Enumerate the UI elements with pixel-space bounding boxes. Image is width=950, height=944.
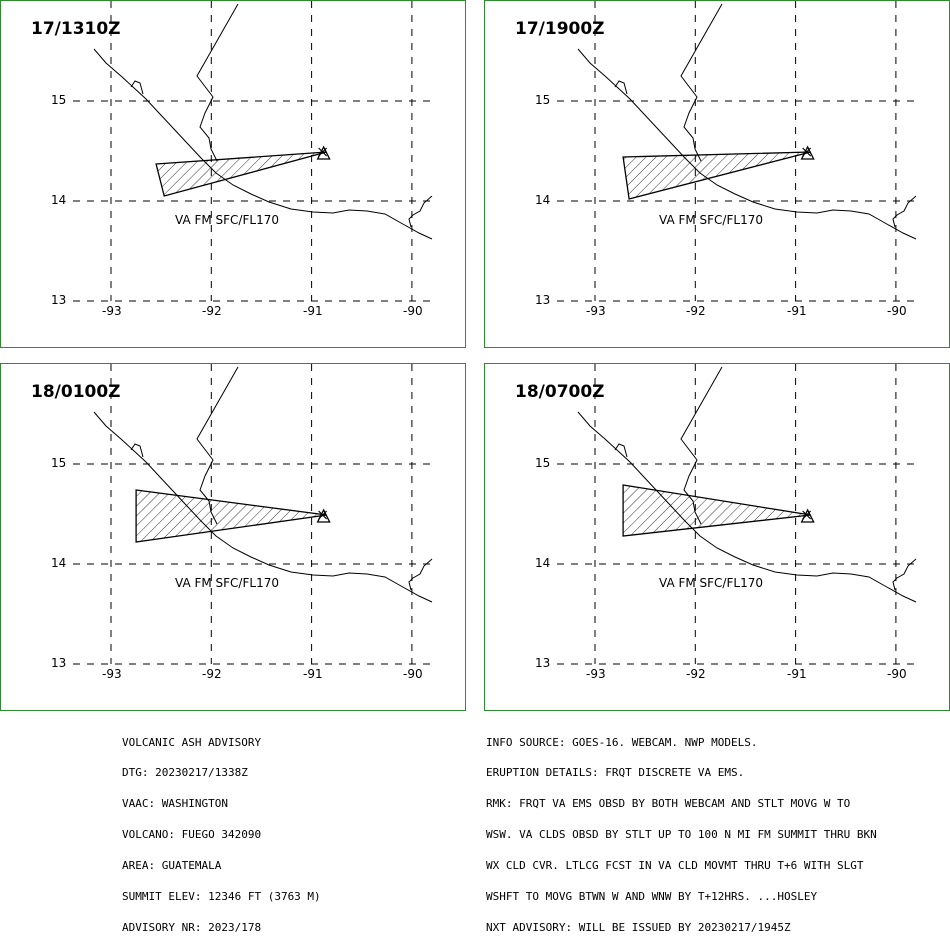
advisory-line: VOLCANIC ASH ADVISORY — [122, 735, 262, 749]
lon-label-91: -91 — [787, 304, 807, 318]
border-east — [892, 558, 917, 591]
ash-polygon — [135, 489, 327, 543]
advisory-text-right: INFO SOURCE: GOES-16. WEBCAM. NWP MODELS… — [486, 717, 877, 944]
lon-label-93: -93 — [586, 667, 606, 681]
ash-label: VA FM SFC/FL170 — [659, 213, 763, 227]
border-north — [196, 3, 239, 162]
advisory-line: INFO SOURCE: GOES-16. WEBCAM. NWP MODELS… — [486, 735, 758, 749]
volcano-mark — [802, 510, 812, 520]
ash-label: VA FM SFC/FL170 — [659, 576, 763, 590]
lat-label-13: 13 — [51, 293, 67, 307]
ash-polygon — [622, 484, 811, 537]
advisory-line: WX CLD CVR. LTLCG FCST IN VA CLD MOVMT T… — [486, 859, 864, 873]
lat-label-14: 14 — [535, 556, 551, 570]
advisory-line: ERUPTION DETAILS: FRQT DISCRETE VA EMS. — [486, 766, 745, 780]
ash-label: VA FM SFC/FL170 — [175, 576, 279, 590]
border-east — [892, 195, 917, 228]
advisory-line: ADVISORY NR: 2023/178 — [122, 920, 262, 934]
lat-label-15: 15 — [51, 93, 67, 107]
advisory-line: WSW. VA CLDS OBSD BY STLT UP TO 100 N MI… — [486, 828, 877, 842]
lon-label-91: -91 — [303, 304, 323, 318]
lon-label-90: -90 — [403, 304, 423, 318]
lat-label-15: 15 — [535, 456, 551, 470]
coastline — [93, 48, 433, 240]
lon-label-90: -90 — [403, 667, 423, 681]
ash-polygon — [622, 151, 811, 200]
volcano-mark — [318, 147, 328, 157]
volcano-mark — [802, 147, 812, 157]
coastline — [93, 411, 433, 603]
advisory-line: NXT ADVISORY: WILL BE ISSUED BY 20230217… — [486, 920, 791, 934]
advisory-text-left: VOLCANIC ASH ADVISORY DTG: 20230217/1338… — [122, 717, 321, 944]
advisory-line: RMK: FRQT VA EMS OBSD BY BOTH WEBCAM AND… — [486, 797, 851, 811]
lon-label-90: -90 — [887, 304, 907, 318]
coastline — [577, 48, 917, 240]
map-svg-1 — [73, 1, 433, 302]
panel-time: 17/1310Z — [31, 19, 121, 39]
border-east — [408, 195, 433, 228]
lon-label-90: -90 — [887, 667, 907, 681]
border-east — [408, 558, 433, 591]
map-panel-1: 17/1310Z 15 14 13 -93 -92 -91 -90 VA FM … — [0, 0, 466, 348]
lon-label-92: -92 — [202, 667, 222, 681]
map-svg-4 — [557, 364, 917, 665]
lon-label-92: -92 — [686, 304, 706, 318]
advisory-line: WSHFT TO MOVG BTWN W AND WNW BY T+12HRS.… — [486, 890, 818, 904]
advisory-line: SUMMIT ELEV: 12346 FT (3763 M) — [122, 890, 321, 904]
advisory-line: AREA: GUATEMALA — [122, 859, 222, 873]
panel-time: 18/0100Z — [31, 382, 121, 402]
border-north — [680, 3, 723, 162]
map-panel-2: 17/1900Z 15 14 13 -93 -92 -91 -90 VA FM … — [484, 0, 950, 348]
lat-label-13: 13 — [535, 656, 551, 670]
advisory-line: VAAC: WASHINGTON — [122, 797, 228, 811]
map-svg-3 — [73, 364, 433, 665]
ash-polygon — [155, 151, 327, 197]
map-svg-2 — [557, 1, 917, 302]
lon-label-93: -93 — [102, 304, 122, 318]
volcano-icon — [800, 145, 815, 160]
lon-label-93: -93 — [586, 304, 606, 318]
ash-label: VA FM SFC/FL170 — [175, 213, 279, 227]
panel-time: 18/0700Z — [515, 382, 605, 402]
coast-notch — [130, 80, 144, 95]
volcano-icon — [316, 508, 331, 523]
map-panel-3: 18/0100Z 15 14 13 -93 -92 -91 -90 VA FM … — [0, 363, 466, 711]
coastline — [577, 411, 917, 603]
lat-label-13: 13 — [51, 656, 67, 670]
advisory-line: DTG: 20230217/1338Z — [122, 766, 248, 780]
lon-label-92: -92 — [202, 304, 222, 318]
lon-label-91: -91 — [303, 667, 323, 681]
lat-label-14: 14 — [535, 193, 551, 207]
lon-label-91: -91 — [787, 667, 807, 681]
coast-notch — [614, 80, 628, 95]
volcano-icon — [316, 145, 331, 160]
coast-notch — [130, 443, 144, 458]
panel-time: 17/1900Z — [515, 19, 605, 39]
map-panel-4: 18/0700Z 15 14 13 -93 -92 -91 -90 VA FM … — [484, 363, 950, 711]
lat-label-15: 15 — [535, 93, 551, 107]
lon-label-93: -93 — [102, 667, 122, 681]
volcano-mark — [318, 510, 328, 520]
advisory-line: VOLCANO: FUEGO 342090 — [122, 828, 262, 842]
lat-label-14: 14 — [51, 193, 67, 207]
coast-notch — [614, 443, 628, 458]
lat-label-13: 13 — [535, 293, 551, 307]
volcano-icon — [800, 508, 815, 523]
lat-label-15: 15 — [51, 456, 67, 470]
lat-label-14: 14 — [51, 556, 67, 570]
lon-label-92: -92 — [686, 667, 706, 681]
